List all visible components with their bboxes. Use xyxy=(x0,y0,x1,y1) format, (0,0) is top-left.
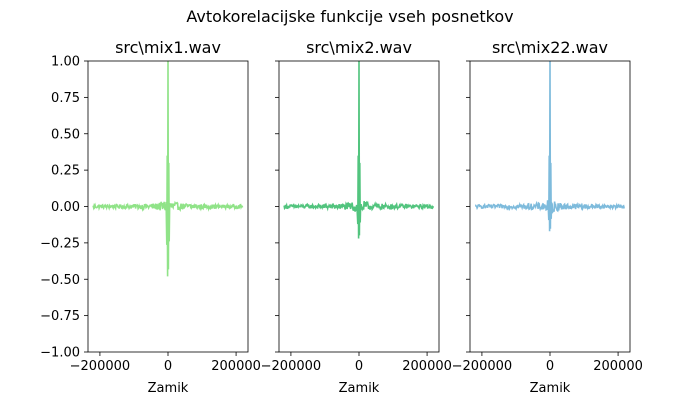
x-axis-label: Zamik xyxy=(530,381,571,396)
subplot-title: src\mix22.wav xyxy=(492,38,608,57)
x-tick-label: −200000 xyxy=(452,359,513,374)
y-tick-label: 0.00 xyxy=(51,200,80,215)
y-tick-label: 0.25 xyxy=(51,164,80,179)
x-tick-label: 200000 xyxy=(402,359,452,374)
subplots: −200000 0 200000 1.00 0.75 0.50 0.25 0.00 −0.25 −… xyxy=(40,38,643,396)
x-tick-label: 0 xyxy=(355,359,363,374)
subplot-title: src\mix2.wav xyxy=(306,38,412,57)
subplot-1: −200000 0 200000 1.00 0.75 0.50 0.25 0.00 −0.25 −… xyxy=(40,38,261,396)
x-tick-label: 200000 xyxy=(593,359,643,374)
subplot-3: −200000 0 200000 src\mix22.wav Zamik xyxy=(452,38,643,396)
x-tick-label: 0 xyxy=(546,359,554,374)
y-tick-label: 1.00 xyxy=(51,55,80,70)
y-tick-label: 0.50 xyxy=(51,127,80,142)
subplot-2: −200000 0 200000 src\mix2.wav Zamik xyxy=(261,38,452,396)
x-tick-label: −200000 xyxy=(261,359,322,374)
x-tick-label: 0 xyxy=(164,359,172,374)
subplot-title: src\mix1.wav xyxy=(115,38,221,57)
x-tick-label: 200000 xyxy=(211,359,261,374)
series-line xyxy=(283,61,435,239)
y-tick-label: 0.75 xyxy=(51,91,80,106)
x-axis-label: Zamik xyxy=(339,381,380,396)
series-line xyxy=(92,61,244,277)
x-tick-label: −200000 xyxy=(70,359,131,374)
y-tick-label: −1.00 xyxy=(40,346,80,361)
y-tick-label: −0.25 xyxy=(40,236,80,251)
x-axis-label: Zamik xyxy=(148,381,189,396)
figure-title: Avtokorelacijske funkcije vseh posnetkov xyxy=(186,7,513,26)
series-line xyxy=(474,61,625,232)
y-tick-label: −0.50 xyxy=(40,273,80,288)
y-tick-label: −0.75 xyxy=(40,309,80,324)
